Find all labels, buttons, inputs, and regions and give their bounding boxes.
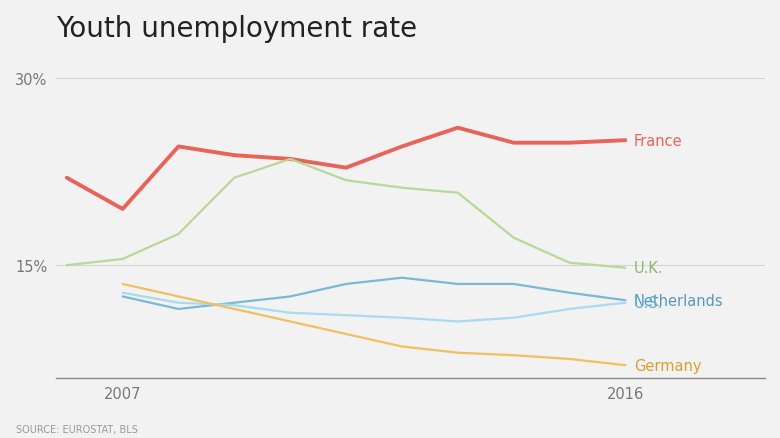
Text: Youth unemployment rate: Youth unemployment rate xyxy=(55,15,417,43)
Text: Germany: Germany xyxy=(633,358,701,373)
Text: U.K.: U.K. xyxy=(633,261,663,276)
Text: France: France xyxy=(633,134,682,148)
Text: U.S.: U.S. xyxy=(633,296,663,311)
Text: Netherlands: Netherlands xyxy=(633,293,723,308)
Text: SOURCE: EUROSTAT, BLS: SOURCE: EUROSTAT, BLS xyxy=(16,424,137,434)
